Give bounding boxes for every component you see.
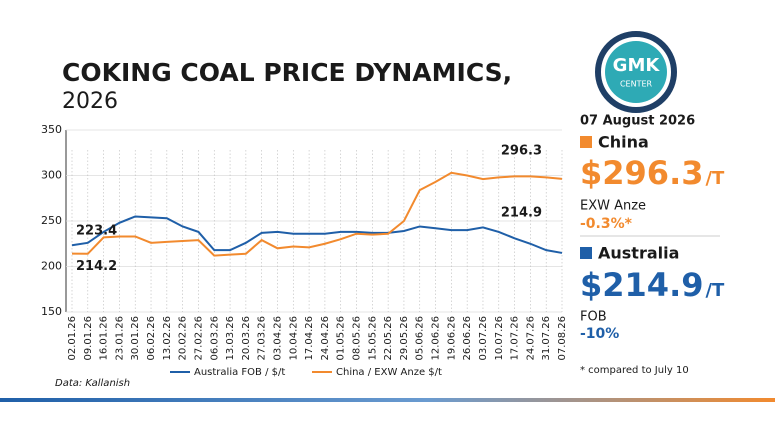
x-tick-label: 02.01.26 [67,316,78,361]
x-tick-label: 17.07.26 [510,316,521,361]
x-tick-label: 19.06.26 [446,316,457,361]
y-tick-label: 300 [41,169,62,182]
china-name: China [598,133,649,152]
x-tick-label: 30.01.26 [130,316,141,361]
australia-price-unit: /T [705,280,725,301]
x-tick-label: 27.02.26 [193,316,204,361]
x-tick-label: 13.02.26 [162,316,173,361]
x-tick-label: 22.05.26 [383,316,394,361]
china-price: $296.3/T [580,154,725,192]
logo-ring [595,31,677,113]
x-tick-label: 03.04.26 [272,316,283,361]
x-tick-label: 24.07.26 [525,316,536,361]
china-price-unit: /T [705,168,725,189]
footer-bar [0,398,775,402]
x-tick-label: 07.08.26 [557,316,568,361]
x-tick-label: 31.07.26 [541,316,552,361]
x-tick-label: 20.03.26 [241,316,252,361]
y-tick-label: 350 [41,123,62,136]
logo-disc [605,41,667,103]
australia-swatch [580,247,592,259]
data-label: 223.4 [76,224,117,239]
data-label: 214.2 [76,259,117,274]
x-tick-label: 24.04.26 [320,316,331,361]
australia-price: $214.9/T [580,266,725,304]
panel-date: 07 August 2026 [580,114,695,129]
x-tick-label: 20.02.26 [178,316,189,361]
chart-title: COKING COAL PRICE DYNAMICS, [62,58,512,87]
series-line [71,171,563,257]
side-panel: 07 August 2026 China $296.3/T EXW Anze -… [580,114,725,376]
source: Data: Kallanish [55,378,130,389]
legend-label: China / EXW Anze $/t [336,367,442,378]
chart-subtitle: 2026 [62,89,118,114]
footnote: * compared to July 10 [580,365,689,376]
y-tick-label: 200 [41,260,62,273]
data-label: 214.9 [501,205,542,220]
data-label: 296.3 [501,143,542,158]
logo-text: CENTER [620,80,653,89]
x-tick-label: 08.05.26 [352,316,363,361]
x-tick-label: 03.07.26 [478,316,489,361]
x-tick-label: 29.05.26 [399,316,410,361]
china-price-value: $296.3 [580,154,703,192]
x-tick-label: 13.03.26 [225,316,236,361]
australia-change: -10% [580,326,619,342]
x-tick-label: 05.06.26 [415,316,426,361]
x-tick-label: 16.01.26 [99,316,110,361]
x-tick-label: 12.06.26 [431,316,442,361]
australia-price-value: $214.9 [580,266,703,304]
legend-label: Australia FOB / $/t [194,367,285,378]
x-tick-label: 26.06.26 [462,316,473,361]
y-tick-label: 250 [41,214,62,227]
china-basis: EXW Anze [580,199,646,214]
logo: GMK CENTER [595,31,677,113]
x-tick-label: 06.03.26 [209,316,220,361]
series-line [71,215,563,254]
x-tick-label: 10.04.26 [288,316,299,361]
logo-text: GMK [613,55,661,76]
x-tick-label: 06.02.26 [146,316,157,361]
x-tick-label: 01.05.26 [336,316,347,361]
china-swatch [580,136,592,148]
australia-basis: FOB [580,310,607,325]
australia-name: Australia [598,244,679,263]
x-tick-label: 15.05.26 [367,316,378,361]
x-tick-label: 10.07.26 [494,316,505,361]
y-tick-label: 150 [41,305,62,318]
x-tick-label: 09.01.26 [83,316,94,361]
x-tick-label: 17.04.26 [304,316,315,361]
x-tick-label: 27.03.26 [257,316,268,361]
x-tick-label: 23.01.26 [114,316,125,361]
china-change: -0.3%* [580,216,633,232]
